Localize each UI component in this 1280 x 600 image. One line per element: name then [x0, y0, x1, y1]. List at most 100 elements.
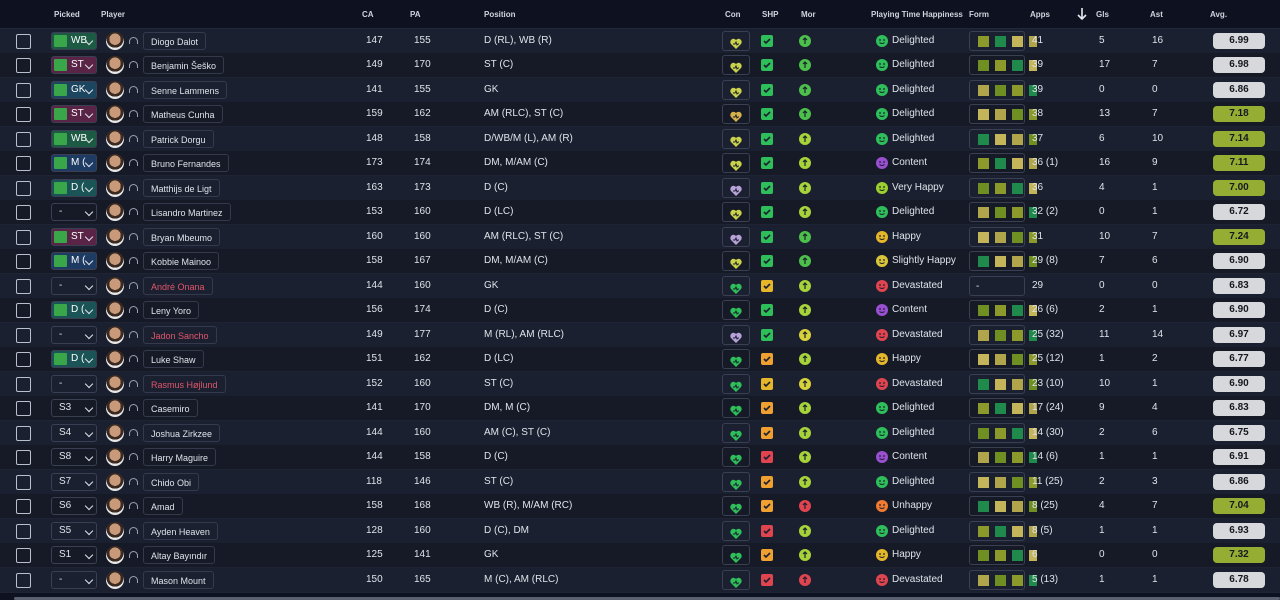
player-name[interactable]: Altay Bayındır [143, 546, 216, 565]
picked-dropdown[interactable]: M ( [51, 154, 97, 173]
player-row[interactable]: D (Luke Shaw 151 162 D (LC) Happy 25 (12) 1 2 6.… [0, 347, 1280, 373]
interaction-icon[interactable] [129, 355, 138, 363]
interaction-icon[interactable] [129, 306, 138, 314]
player-row[interactable]: S3 Casemiro 141 170 DM, M (C) Delighted 17 (24… [0, 396, 1280, 422]
checkbox[interactable] [16, 327, 31, 343]
player-name[interactable]: Diogo Dalot [143, 32, 207, 50]
interaction-icon[interactable] [129, 134, 138, 142]
player-row[interactable]: WB Patrick Dorgu 148 158 D/WB/M (L), AM (R) D… [0, 126, 1280, 152]
player-name[interactable]: Senne Lammens [143, 80, 228, 99]
player-row[interactable]: M (Bruno Fernandes 173 174 DM, M/AM (C) Cont… [0, 151, 1280, 177]
player-name[interactable]: Ayden Heaven [143, 521, 218, 540]
col-con[interactable]: Con [725, 10, 741, 19]
picked-dropdown[interactable]: - [51, 374, 97, 393]
picked-dropdown[interactable]: - [51, 570, 97, 589]
player-name[interactable]: Rasmus Højlund [143, 374, 226, 393]
player-name[interactable]: Bryan Mbeumo [143, 227, 221, 246]
checkbox[interactable] [16, 548, 31, 564]
picked-dropdown[interactable]: S8 [51, 448, 97, 467]
picked-dropdown[interactable]: D ( [51, 301, 97, 320]
checkbox[interactable] [16, 352, 31, 368]
player-row[interactable]: ST Bryan Mbeumo 160 160 AM (RLC), ST (C) Happ… [0, 224, 1280, 250]
player-name[interactable]: Harry Maguire [143, 448, 217, 467]
player-row[interactable]: - Jadon Sancho 149 177 M (RL), AM (RLC) Devas… [0, 322, 1280, 348]
player-row[interactable]: - Mason Mount 150 165 M (C), AM (RLC) Devasta… [0, 567, 1280, 593]
interaction-icon[interactable] [129, 404, 138, 412]
checkbox[interactable] [16, 499, 31, 515]
picked-dropdown[interactable]: S7 [51, 472, 97, 491]
interaction-icon[interactable] [129, 257, 138, 265]
checkbox[interactable] [16, 254, 31, 270]
player-name[interactable]: Amad [143, 497, 183, 516]
col-mor[interactable]: Mor [801, 10, 816, 19]
col-pth[interactable]: Playing Time Happiness [871, 10, 963, 19]
col-ca[interactable]: CA [362, 10, 374, 19]
scrollbar[interactable] [14, 597, 1280, 600]
player-row[interactable]: D (Matthijs de Ligt 163 173 D (C) Very Happy… [0, 175, 1280, 201]
checkbox[interactable] [16, 156, 31, 172]
col-gls[interactable]: Gls [1096, 10, 1109, 19]
player-row[interactable]: D (Leny Yoro 156 174 D (C) Content 26 (6) 2 1 6.… [0, 298, 1280, 324]
player-row[interactable]: - Rasmus Højlund 152 160 ST (C) Devastated 23 … [0, 371, 1280, 397]
player-name[interactable]: Jadon Sancho [143, 325, 217, 344]
interaction-icon[interactable] [129, 183, 138, 191]
picked-dropdown[interactable]: D ( [51, 178, 97, 197]
player-name[interactable]: Lisandro Martinez [143, 203, 231, 222]
picked-dropdown[interactable]: WB [51, 129, 97, 148]
picked-dropdown[interactable]: S1 [51, 546, 97, 565]
interaction-icon[interactable] [129, 502, 138, 510]
checkbox[interactable] [16, 82, 31, 98]
checkbox[interactable] [16, 180, 31, 196]
player-name[interactable]: Matheus Cunha [143, 105, 223, 124]
interaction-icon[interactable] [129, 379, 138, 387]
player-name[interactable]: Benjamin Šeško [143, 56, 225, 75]
player-row[interactable]: M (Kobbie Mainoo 158 167 DM, M/AM (C) Slight… [0, 249, 1280, 275]
interaction-icon[interactable] [129, 159, 138, 167]
checkbox[interactable] [16, 450, 31, 466]
picked-dropdown[interactable]: S5 [51, 521, 97, 540]
picked-dropdown[interactable]: GK [51, 80, 97, 99]
picked-dropdown[interactable]: - [51, 203, 97, 222]
interaction-icon[interactable] [129, 110, 138, 118]
checkbox[interactable] [16, 572, 31, 588]
player-name[interactable]: Casemiro [143, 399, 198, 418]
picked-dropdown[interactable]: ST [51, 56, 97, 75]
player-name[interactable]: Leny Yoro [143, 301, 200, 320]
interaction-icon[interactable] [129, 526, 138, 534]
checkbox[interactable] [16, 425, 31, 441]
checkbox[interactable] [16, 229, 31, 245]
player-name[interactable]: Patrick Dorgu [143, 129, 214, 148]
interaction-icon[interactable] [129, 477, 138, 485]
interaction-icon[interactable] [129, 575, 138, 583]
checkbox[interactable] [16, 58, 31, 74]
picked-dropdown[interactable]: S6 [51, 497, 97, 516]
picked-dropdown[interactable]: M ( [51, 252, 97, 271]
player-row[interactable]: S6 Amad 158 168 WB (R), M/AM (RC) Unhappy 8 (2… [0, 494, 1280, 520]
player-name[interactable]: Luke Shaw [143, 350, 204, 369]
player-row[interactable]: S4 Joshua Zirkzee 144 160 AM (C), ST (C) Deli… [0, 420, 1280, 446]
interaction-icon[interactable] [129, 85, 138, 93]
interaction-icon[interactable] [129, 208, 138, 216]
picked-dropdown[interactable]: S3 [51, 399, 97, 418]
picked-dropdown[interactable]: - [51, 276, 97, 295]
player-row[interactable]: S8 Harry Maguire 144 158 D (C) Content 14 (6) 1… [0, 445, 1280, 471]
player-row[interactable]: - Lisandro Martinez 153 160 D (LC) Delighted 3… [0, 200, 1280, 226]
picked-dropdown[interactable]: ST [51, 227, 97, 246]
checkbox[interactable] [16, 303, 31, 319]
sort-arrow[interactable] [1076, 7, 1088, 21]
checkbox[interactable] [16, 401, 31, 417]
player-row[interactable]: S1 Altay Bayındır 125 141 GK Happy 6 0 0 7.32 [0, 543, 1280, 569]
player-name[interactable]: Joshua Zirkzee [143, 423, 221, 442]
col-form[interactable]: Form [969, 10, 989, 19]
col-avg[interactable]: Avg. [1210, 10, 1228, 19]
player-row[interactable]: GK Senne Lammens 141 155 GK Delighted 39 0 0 6.86 [0, 77, 1280, 103]
checkbox[interactable] [16, 107, 31, 123]
player-name[interactable]: Chido Obi [143, 472, 200, 491]
player-name[interactable]: André Onana [143, 276, 213, 295]
col-shp[interactable]: SHP [762, 10, 779, 19]
col-position[interactable]: Position [484, 10, 516, 19]
interaction-icon[interactable] [129, 551, 138, 559]
col-ast[interactable]: Ast [1150, 10, 1163, 19]
player-row[interactable]: ST Matheus Cunha 159 162 AM (RLC), ST (C) Del… [0, 102, 1280, 128]
interaction-icon[interactable] [129, 330, 138, 338]
